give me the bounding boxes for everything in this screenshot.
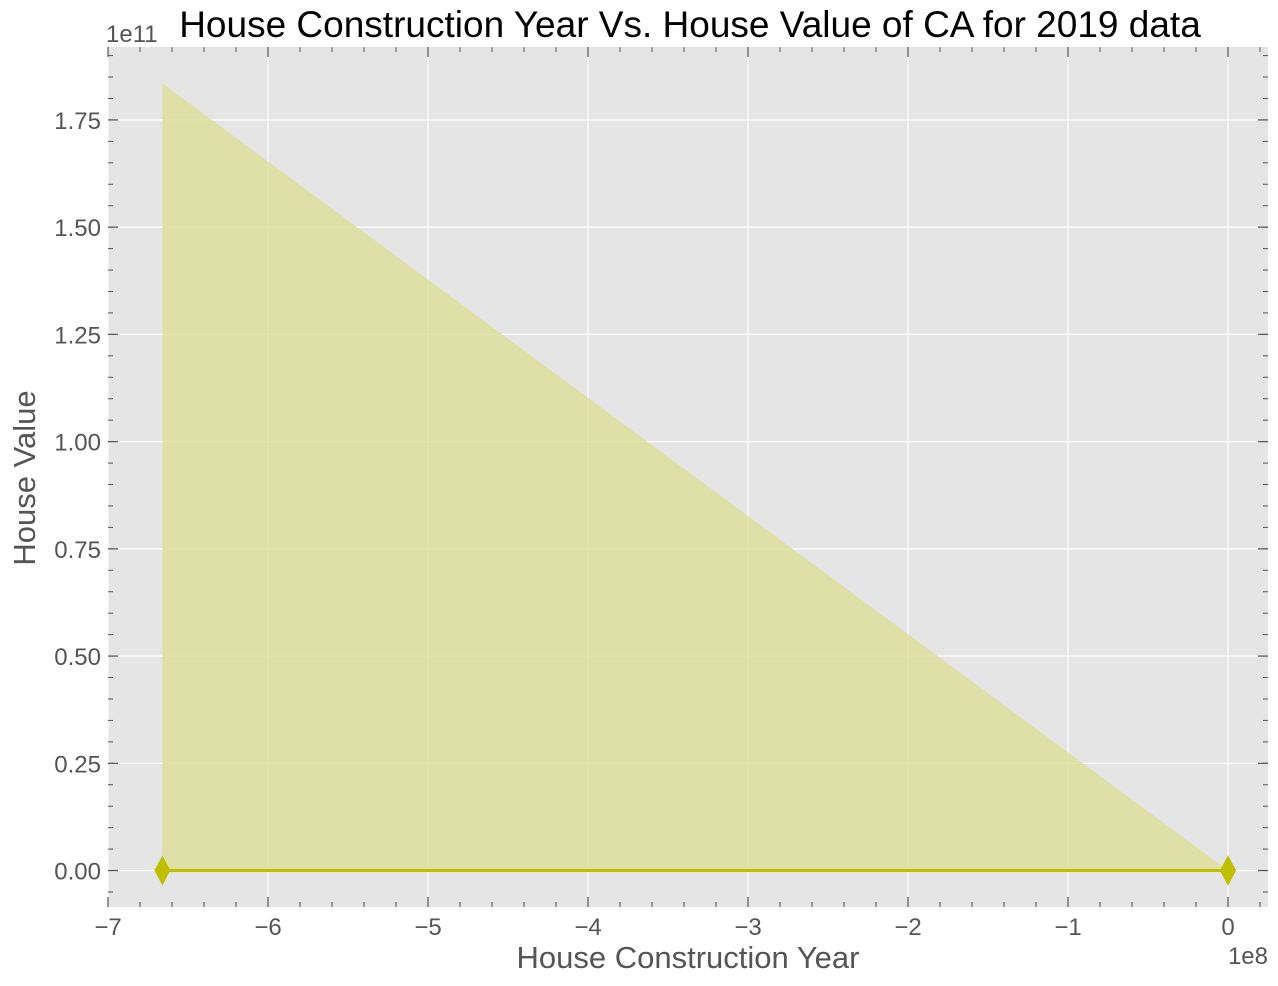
y-tick-label: 0.00	[54, 859, 101, 886]
y-tick-label: 1.75	[54, 108, 101, 135]
x-tick-label: −1	[1054, 914, 1081, 941]
y-tick-label: 1.00	[54, 430, 101, 457]
tick-labels-layer: −7 −6 −5 −4 −3 −2 −1 0 0.00 0.25 0.50 0.75 1.00 1.25 1…	[54, 108, 1234, 941]
confidence-band	[162, 83, 1228, 871]
x-tick-label: 0	[1221, 914, 1234, 941]
data-point-diamond	[154, 855, 171, 886]
data-point-diamond	[1220, 855, 1236, 886]
x-tick-label: −6	[254, 914, 281, 941]
x-offset-label: 1e8	[1228, 943, 1268, 970]
y-tick-label: 1.50	[54, 215, 101, 242]
y-tick-label: 0.25	[54, 751, 101, 778]
x-tick-label: −7	[94, 914, 121, 941]
series-layer	[154, 855, 1236, 886]
y-tick-label: 0.75	[54, 537, 101, 564]
ticks-layer	[107, 47, 1268, 907]
x-tick-label: −4	[574, 914, 601, 941]
x-tick-label: −3	[734, 914, 761, 941]
y-tick-label: 0.50	[54, 644, 101, 671]
x-tick-label: −5	[414, 914, 441, 941]
x-axis-label: House Construction Year	[517, 940, 860, 975]
x-tick-label: −2	[894, 914, 921, 941]
y-offset-label: 1e11	[106, 21, 158, 48]
chart-title: House Construction Year Vs. House Value …	[179, 4, 1201, 45]
y-axis-label: House Value	[7, 390, 42, 565]
confidence-band-layer	[162, 83, 1228, 871]
y-tick-label: 1.25	[54, 322, 101, 349]
